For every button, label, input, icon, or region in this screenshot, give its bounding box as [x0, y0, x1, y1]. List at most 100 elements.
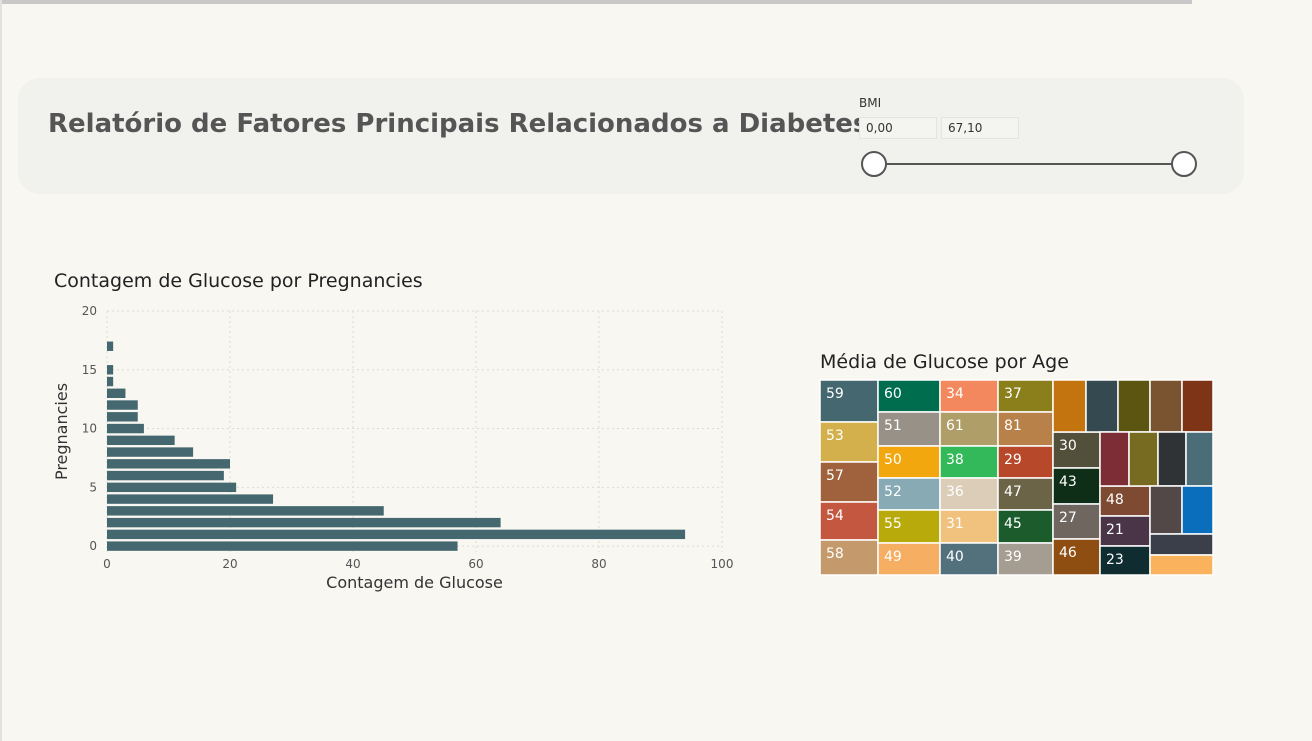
treemap-tile-label: 60 [884, 386, 902, 402]
treemap-tile-label: 61 [946, 418, 964, 434]
bmi-max-input[interactable]: 67,10 [941, 117, 1019, 139]
bar [107, 517, 501, 528]
treemap-tile [939, 445, 999, 479]
treemap-tile [877, 379, 941, 413]
treemap-tile-label: 50 [884, 452, 902, 468]
treemap-tile [1099, 545, 1151, 576]
report-title: Relatório de Fatores Principais Relacion… [48, 109, 869, 139]
x-tick-label: 60 [468, 557, 483, 571]
treemap-tile [939, 411, 999, 447]
y-axis-label: Pregnancies [52, 383, 71, 480]
treemap-tile-label: 38 [946, 452, 964, 468]
treemap-tile-label: 37 [1004, 386, 1022, 402]
bar [107, 435, 175, 446]
treemap-tile [1117, 379, 1151, 433]
bar [107, 459, 230, 469]
treemap-tile-label: 81 [1004, 418, 1022, 434]
bmi-min-input[interactable]: 0,00 [859, 117, 937, 139]
treemap-tile [1181, 485, 1214, 535]
treemap-tile-label: 53 [826, 428, 844, 444]
bar [107, 447, 194, 457]
bmi-filter-label: BMI [859, 96, 882, 110]
treemap-tile-label: 34 [946, 386, 964, 402]
treemap-tile [877, 445, 941, 479]
treemap-tile [1099, 431, 1130, 487]
bar [107, 341, 114, 351]
treemap-tile [1052, 538, 1101, 576]
treemap-tile [1181, 379, 1214, 433]
treemap-tile [997, 542, 1054, 576]
treemap-tile-label: 30 [1059, 438, 1077, 454]
x-tick-label: 0 [103, 557, 111, 571]
treemap-tile-label: 59 [826, 386, 844, 402]
treemap-tile [1085, 379, 1119, 433]
treemap-tile [1052, 379, 1087, 433]
bar [107, 494, 274, 504]
treemap-tile [1149, 554, 1214, 576]
bar [107, 482, 237, 493]
treemap-tile-label: 58 [826, 546, 844, 562]
header-card: Relatório de Fatores Principais Relacion… [18, 78, 1244, 194]
treemap-tile [1185, 431, 1214, 487]
bmi-slider-min-handle[interactable] [861, 151, 887, 177]
x-tick-label: 80 [591, 557, 606, 571]
treemap-tile-label: 39 [1004, 549, 1022, 565]
x-tick-label: 100 [711, 557, 734, 571]
treemap-tile [877, 542, 941, 576]
treemap-title: Média de Glucose por Age [820, 351, 1069, 373]
bar [107, 423, 144, 434]
y-tick-label: 5 [89, 480, 97, 494]
treemap-tile [997, 379, 1054, 413]
bar-chart: 0 20 40 60 80 100 0 5 10 15 20 Contagem de Glucose P… [52, 304, 734, 592]
treemap-tile-label: 27 [1059, 510, 1077, 526]
treemap-tile-label: 36 [946, 484, 964, 500]
y-tick-label: 0 [89, 539, 97, 553]
treemap-tile [1157, 431, 1187, 487]
treemap-tile-label: 55 [884, 516, 902, 532]
bar [107, 506, 384, 516]
window-edge [0, 0, 2, 741]
treemap-tile [1149, 379, 1183, 433]
treemap-tile [1149, 533, 1214, 556]
bmi-slider-max-handle[interactable] [1171, 151, 1197, 177]
treemap-tile [1128, 431, 1159, 487]
x-tick-label: 20 [222, 557, 237, 571]
y-tick-label: 10 [82, 422, 97, 436]
treemap-tile-label: 54 [826, 508, 844, 524]
treemap-tile-label: 45 [1004, 516, 1022, 532]
treemap-tile-label: 43 [1059, 474, 1077, 490]
bar [107, 388, 126, 398]
treemap-tile-label: 51 [884, 418, 902, 434]
top-progress-bar [0, 0, 1192, 4]
treemap-tile-label: 46 [1059, 545, 1077, 561]
bar [107, 400, 138, 410]
bar-chart-title: Contagem de Glucose por Pregnancies [54, 270, 423, 292]
bar [107, 365, 114, 375]
treemap-tile-label: 23 [1106, 552, 1124, 568]
treemap-tile-label: 40 [946, 549, 964, 565]
treemap-tile-label: 52 [884, 484, 902, 500]
bmi-slider-track[interactable] [874, 163, 1185, 165]
x-tick-label: 40 [345, 557, 360, 571]
treemap-tile [819, 539, 879, 576]
treemap-tile-label: 49 [884, 549, 902, 565]
treemap-tile-label: 48 [1106, 492, 1124, 508]
bar [107, 529, 686, 540]
treemap-chart: 59 53 57 54 58 60 51 50 52 55 49 34 61 38 36 31 40 37 81 29… [819, 379, 1214, 576]
treemap-tile [939, 542, 999, 576]
treemap-tile [939, 379, 999, 413]
x-axis-label: Contagem de Glucose [326, 573, 503, 592]
treemap-tile-label: 57 [826, 468, 844, 484]
y-tick-label: 20 [82, 304, 97, 318]
treemap-tile [877, 411, 941, 447]
treemap-tile-label: 29 [1004, 452, 1022, 468]
treemap-tile [1149, 485, 1183, 535]
treemap-tile-label: 47 [1004, 484, 1022, 500]
treemap-tile-label: 31 [946, 516, 964, 532]
y-tick-label: 15 [82, 363, 97, 377]
bar [107, 376, 114, 387]
treemap-tile [877, 509, 941, 544]
bar [107, 412, 138, 422]
bar [107, 541, 458, 551]
bar [107, 470, 224, 481]
